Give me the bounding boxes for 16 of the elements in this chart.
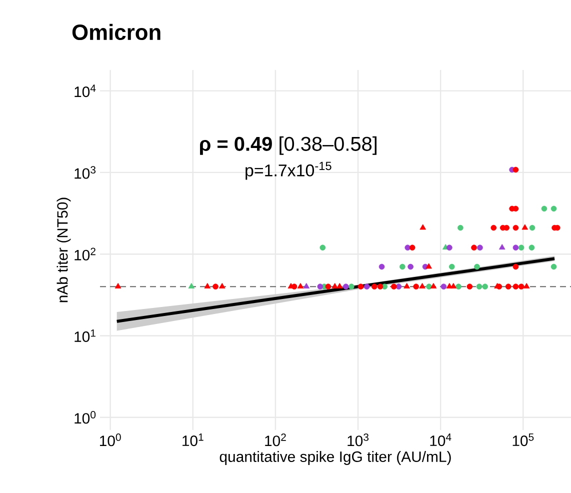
- y-tick-label: 10$^{2}$: [74, 248, 96, 260]
- x-tick-label: 10$^{1}$: [182, 434, 204, 446]
- x-tick-label: 10$^{3}$: [348, 434, 369, 446]
- chart-title: Omicron: [72, 24, 160, 40]
- annotation: p=1.7x10$^{-15}$: [246, 162, 332, 180]
- x-tick-label: 10$^{2}$: [265, 434, 286, 446]
- x-tick-label: 10$^{5}$: [512, 434, 534, 446]
- y-tick-label: 10$^{0}$: [74, 411, 96, 424]
- y-tick-label: 10$^{3}$: [74, 166, 96, 179]
- x-tick-label: 10$^{0}$: [100, 434, 121, 446]
- y-tick-label: 10$^{4}$: [74, 84, 96, 98]
- x-axis-title: quantitative spike IgG titer (AU/mL): [220, 451, 451, 465]
- annotation: ρ = 0.49 [0.38–0.58]: [200, 136, 376, 155]
- x-tick-label: 10$^{4}$: [430, 434, 452, 446]
- y-tick-label: 10$^{1}$: [74, 329, 96, 342]
- y-axis-title: nAb titer (NT50): [56, 198, 71, 302]
